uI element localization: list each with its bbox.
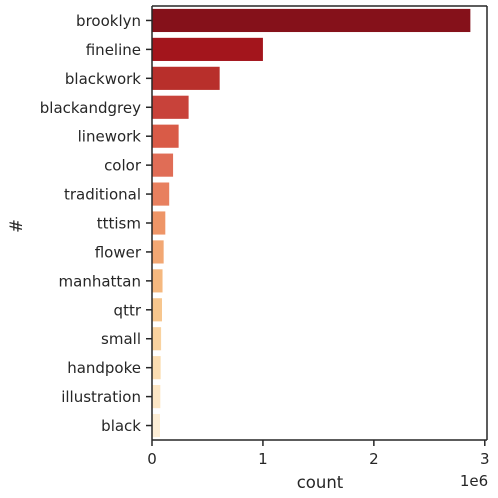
bars-group: [152, 8, 471, 438]
x-axis-title: count: [297, 473, 344, 492]
bar-linework: [152, 124, 179, 148]
bar-manhattan: [152, 269, 163, 293]
x-tick-label-3: 3: [480, 450, 490, 468]
bar-blackandgrey: [152, 95, 189, 119]
x-tick-labels: 0 1 2 3: [147, 450, 489, 468]
y-axis-title: #: [7, 219, 26, 233]
bar-traditional: [152, 182, 170, 206]
x-tick-label-1: 1: [258, 450, 268, 468]
x-tick-label-2: 2: [369, 450, 379, 468]
y-tick-label-manhattan: manhattan: [59, 272, 141, 290]
y-tick-label-brooklyn: brooklyn: [76, 12, 141, 30]
y-tick-label-color: color: [104, 157, 142, 175]
y-tick-label-blackwork: blackwork: [65, 70, 141, 88]
y-tick-label-fineline: fineline: [86, 41, 141, 59]
bar-tttism: [152, 211, 166, 235]
bar-blackwork: [152, 66, 220, 90]
y-tick-labels: brooklyn fineline blackwork blackandgrey lin…: [40, 12, 142, 435]
y-tick-label-small: small: [101, 330, 141, 348]
bar-color: [152, 153, 174, 177]
y-tick-label-flower: flower: [95, 243, 142, 261]
bar-brooklyn: [152, 8, 471, 33]
x-axis-offset-label: 1e6: [460, 472, 488, 490]
bar-qttr: [152, 298, 162, 322]
y-tick-label-traditional: traditional: [64, 186, 141, 204]
y-tick-label-handpoke: handpoke: [67, 359, 141, 377]
y-tick-label-linework: linework: [78, 128, 142, 146]
y-tick-label-qttr: qttr: [114, 301, 142, 319]
bar-black: [152, 413, 160, 438]
bar-illustration: [152, 385, 161, 409]
x-tick-label-0: 0: [147, 450, 157, 468]
y-tick-marks: [146, 19, 152, 427]
bar-fineline: [152, 37, 263, 61]
bar-handpoke: [152, 356, 161, 380]
y-tick-label-illustration: illustration: [61, 388, 141, 406]
y-tick-label-blackandgrey: blackandgrey: [40, 99, 141, 117]
y-tick-label-black: black: [101, 417, 141, 435]
bar-flower: [152, 240, 164, 264]
y-tick-label-tttism: tttism: [97, 215, 141, 233]
bar-small: [152, 327, 162, 351]
x-tick-marks: [151, 440, 486, 446]
